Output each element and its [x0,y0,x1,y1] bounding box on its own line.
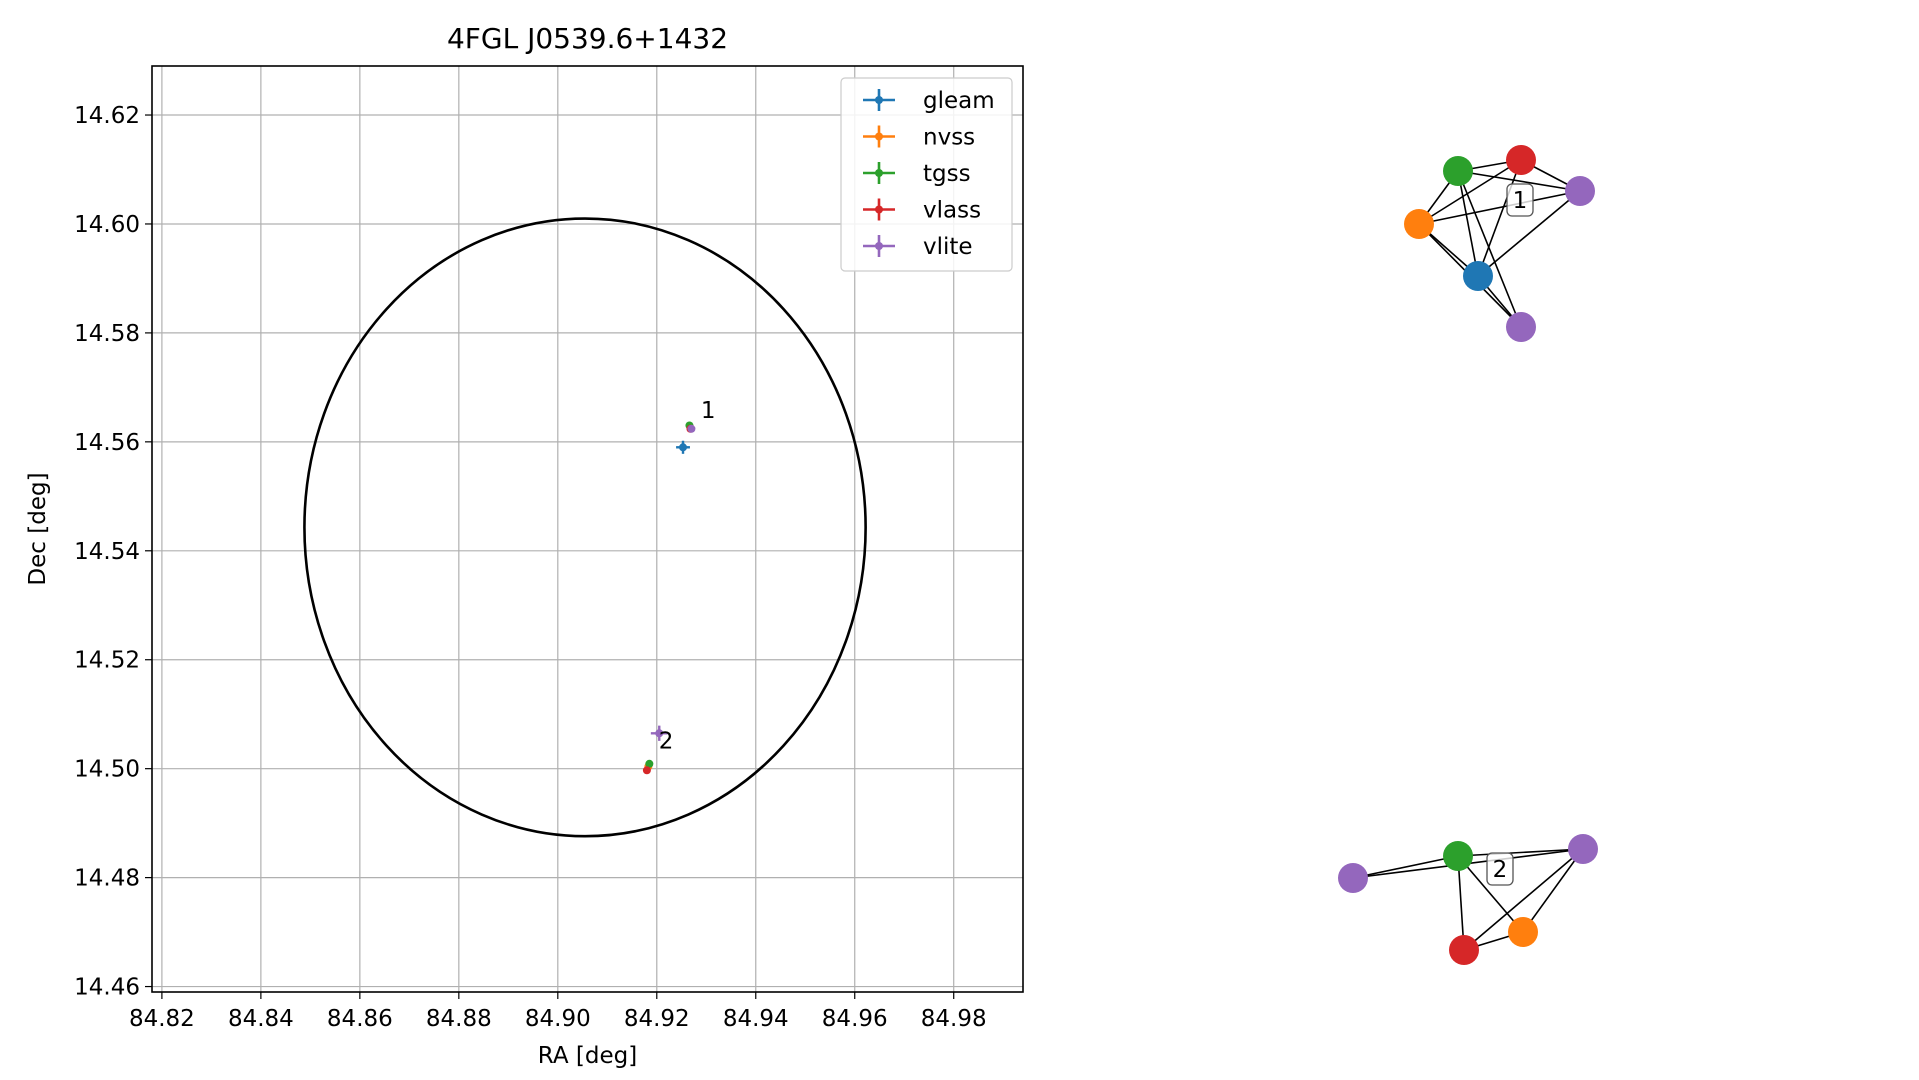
network-label-box [1486,852,1514,886]
network-edge [1477,159,1522,277]
legend-label: vlite [923,234,973,260]
localization-circle [303,217,867,838]
x-tick-label: 84.90 [525,1006,591,1032]
network-edge [1463,848,1584,951]
network-label: 1 [1513,188,1528,214]
point-marker [645,759,654,768]
legend-marker-dot [875,205,883,214]
legend-marker-dot [875,169,883,177]
legend-entry-nvss: nvss [863,125,975,151]
network-group-1: 1 [1404,145,1595,342]
axis-ticks: 84.82 84.84 84.86 84.88 84.90 84.92 84.94 84.96… [74,103,987,1032]
legend-label: tgss [923,161,971,187]
network-edge [1418,190,1581,225]
y-tick-label: 14.54 [74,539,140,565]
y-tick-label: 14.56 [74,430,140,456]
y-tick-label: 14.58 [74,321,140,347]
x-tick-label: 84.96 [822,1006,888,1032]
network-node [1449,935,1479,965]
network-edge [1522,848,1584,933]
network-node [1463,261,1493,291]
y-tick-label: 14.46 [74,975,140,1001]
network-node [1338,863,1368,893]
network-node [1568,834,1598,864]
x-tick-label: 84.84 [228,1006,294,1032]
network-label: 2 [1493,857,1508,883]
chart-title: 4FGL J0539.6+1432 [447,22,728,55]
legend-entry-vlass: vlass [863,198,981,224]
cluster-annotation: 2 [659,729,674,755]
x-tick-label: 84.92 [624,1006,690,1032]
legend-marker-dot [875,132,883,141]
network-edge [1352,855,1459,879]
legend: gleam nvss tgss vlass vlite [840,77,1013,272]
y-axis-label: Dec [deg] [25,472,51,585]
data-point-vlass [642,766,651,775]
x-tick-label: 84.88 [426,1006,492,1032]
legend-label: vlass [923,198,981,224]
network-node [1443,841,1473,871]
point-marker [642,766,651,775]
point-marker [687,424,696,433]
y-tick-label: 14.52 [74,648,140,674]
annotations: 12 [659,398,716,755]
network-node [1565,176,1595,206]
legend-marker-dot [875,96,883,104]
legend-marker-dot [875,242,883,250]
network-edge [1457,855,1465,951]
network-edge [1457,170,1581,192]
localization-circle-layer [303,217,867,838]
network-edge [1457,170,1479,277]
network-edge [1457,855,1524,933]
y-tick-label: 14.60 [74,212,140,238]
data-points [642,421,696,775]
data-point-tgss [645,759,654,768]
legend-entry-gleam: gleam [863,88,995,114]
x-tick-label: 84.98 [921,1006,987,1032]
cluster-annotation: 1 [701,398,716,424]
network-node [1506,145,1536,175]
legend-label: nvss [923,125,975,151]
x-tick-label: 84.86 [327,1006,393,1032]
data-point-gleam [676,440,690,454]
data-point-vlite [650,725,668,741]
network-group-2: 2 [1338,834,1598,965]
scatter-plot: 12 84.82 84.84 84.86 84.88 84.90 84.92 84.94 84… [25,22,1024,1069]
network-label-box [1506,183,1534,217]
network-node [1506,312,1536,342]
y-tick-label: 14.62 [74,103,140,129]
network-graphs: 12 [1338,145,1598,965]
point-marker [679,443,688,452]
axes-frame [151,65,1024,993]
network-node [1404,209,1434,239]
network-edge [1457,848,1584,857]
x-axis-label: RA [deg] [538,1043,637,1069]
legend-box [840,77,1013,272]
y-tick-label: 14.50 [74,757,140,783]
network-node [1443,156,1473,186]
data-point-vlite [687,424,696,433]
legend-entry-vlite: vlite [863,234,973,260]
x-tick-label: 84.94 [723,1006,789,1032]
network-edge [1477,190,1581,277]
y-tick-label: 14.48 [74,866,140,892]
network-edge [1457,170,1522,328]
legend-entry-tgss: tgss [863,161,971,187]
network-edge [1418,159,1522,225]
legend-label: gleam [923,88,995,114]
point-marker [655,729,664,738]
network-node [1508,917,1538,947]
x-tick-label: 84.82 [129,1006,195,1032]
